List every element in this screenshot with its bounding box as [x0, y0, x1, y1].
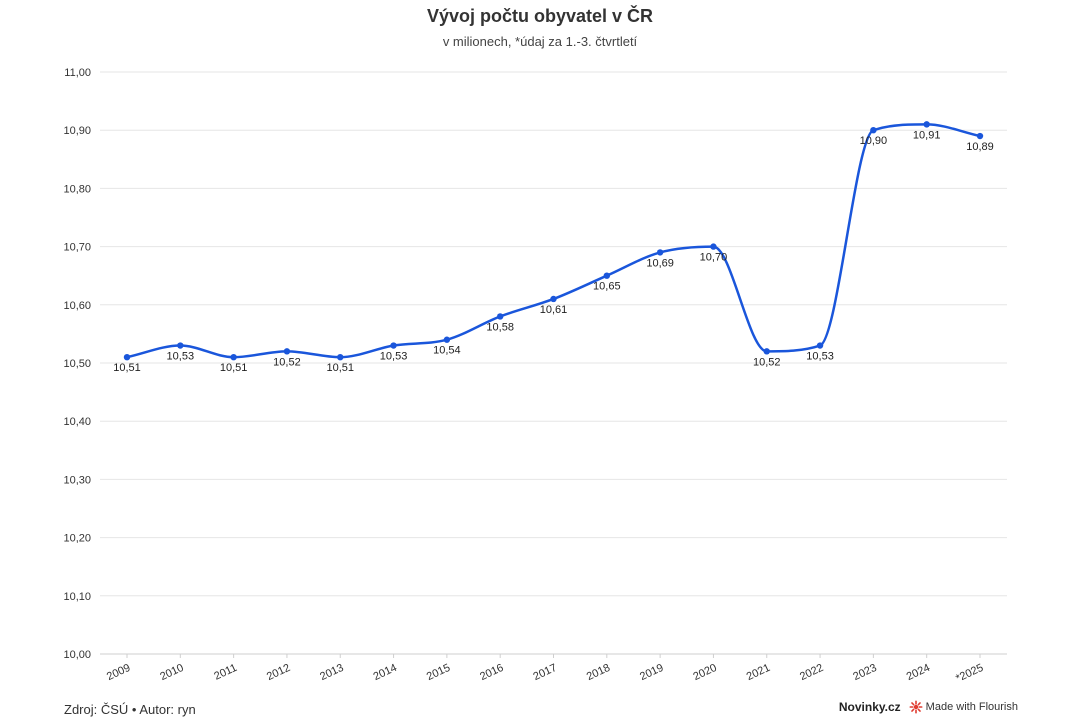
- x-tick-label: 2011: [212, 662, 239, 683]
- data-point: [283, 348, 291, 355]
- data-label: 10,52: [753, 356, 781, 368]
- data-label: 10,69: [646, 257, 674, 269]
- data-point: [390, 342, 397, 349]
- x-tick-label: 2018: [585, 662, 612, 683]
- data-point: [337, 353, 344, 361]
- data-label: 10,89: [966, 141, 994, 153]
- data-label: 10,58: [486, 321, 514, 333]
- data-point: [123, 353, 131, 361]
- y-tick-label: 10,40: [63, 416, 91, 428]
- brand-logo[interactable]: Novinky.cz: [838, 700, 901, 714]
- data-point: [550, 295, 557, 303]
- chart-title: Vývoj počtu obyvatel v ČR: [426, 6, 654, 26]
- series-line: [126, 123, 981, 359]
- y-tick-label: 10,50: [63, 358, 91, 370]
- x-tick-label: 2022: [798, 662, 825, 683]
- y-tick-label: 10,60: [63, 300, 91, 312]
- data-label: 10,52: [273, 356, 301, 368]
- data-label: 10,91: [913, 129, 941, 141]
- data-label: 10,51: [326, 362, 354, 374]
- y-tick-label: 10,70: [63, 242, 91, 254]
- data-label: 10,61: [540, 304, 568, 316]
- flourish-icon: [909, 700, 923, 714]
- data-point: [976, 132, 984, 140]
- footer-branding: Novinky.cz Made with Flourish: [839, 700, 1018, 714]
- x-tick-label: 2020: [691, 662, 718, 683]
- data-point: [923, 121, 930, 128]
- flourish-label: Made with Flourish: [925, 701, 1018, 713]
- y-tick-label: 11,00: [64, 67, 91, 79]
- data-label: 10,90: [860, 135, 888, 147]
- data-label: 10,51: [220, 362, 248, 374]
- data-point: [230, 353, 237, 361]
- data-point: [870, 127, 877, 134]
- data-label: 10,51: [113, 362, 141, 374]
- data-point: [710, 243, 717, 250]
- y-tick-label: 10,20: [63, 533, 91, 545]
- x-tick-label: 2019: [638, 662, 665, 683]
- data-point: [177, 342, 184, 349]
- x-tick-label: 2023: [851, 662, 878, 683]
- data-label: 10,53: [167, 351, 195, 363]
- data-label: 10,70: [700, 252, 728, 264]
- x-tick-label: 2021: [745, 662, 772, 683]
- source-credit: Zdroj: ČSÚ • Autor: ryn: [64, 702, 196, 717]
- x-tick-label: 2016: [478, 662, 505, 683]
- x-tick-label: 2024: [905, 662, 932, 683]
- x-tick-label: 2017: [532, 662, 559, 683]
- data-point: [763, 348, 770, 355]
- data-label: 10,54: [433, 345, 461, 357]
- y-tick-label: 10,10: [63, 591, 91, 603]
- x-tick-label: 2009: [105, 662, 132, 683]
- y-tick-label: 10,00: [63, 649, 91, 661]
- data-point: [443, 336, 451, 343]
- data-label: 10,65: [593, 281, 621, 293]
- x-tick-label: 2014: [372, 662, 399, 683]
- y-tick-label: 10,80: [63, 183, 91, 195]
- y-tick-label: 10,90: [63, 125, 91, 137]
- data-point: [496, 313, 504, 320]
- data-label: 10,53: [380, 351, 408, 363]
- data-point: [603, 272, 611, 279]
- y-tick-label: 10,30: [63, 474, 91, 486]
- x-tick-label: 2013: [318, 662, 345, 683]
- chart-subtitle: v milionech, *údaj za 1.-3. čtvrtletí: [442, 34, 638, 49]
- x-tick-label: 2015: [425, 662, 452, 683]
- data-point: [656, 249, 664, 256]
- flourish-credit[interactable]: Made with Flourish: [909, 700, 1018, 714]
- x-tick-label: 2012: [265, 662, 292, 683]
- data-label: 10,53: [806, 351, 834, 363]
- x-tick-label: 2010: [158, 662, 185, 683]
- x-tick-label: *2025: [954, 662, 985, 685]
- data-point: [816, 342, 824, 349]
